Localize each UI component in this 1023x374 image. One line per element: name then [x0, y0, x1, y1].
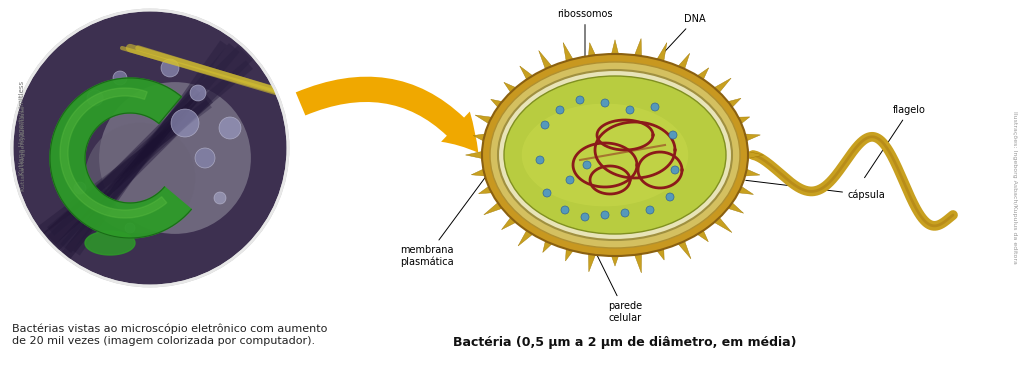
- FancyArrowPatch shape: [296, 77, 479, 153]
- Polygon shape: [715, 217, 731, 233]
- Circle shape: [87, 90, 103, 106]
- Polygon shape: [563, 43, 573, 61]
- Circle shape: [536, 156, 544, 164]
- Text: Bactérias vistas ao microscópio eletrônico com aumento
de 20 mil vezes (imagem c: Bactérias vistas ao microscópio eletrôni…: [12, 324, 327, 346]
- Circle shape: [541, 121, 549, 129]
- Text: Kutiana Haggerty/Limitless: Kutiana Haggerty/Limitless: [21, 105, 27, 191]
- Text: Kutiana Haggerty/Limitless: Kutiana Haggerty/Limitless: [19, 81, 25, 175]
- Polygon shape: [520, 66, 532, 80]
- Circle shape: [74, 182, 86, 194]
- Polygon shape: [479, 186, 491, 194]
- Polygon shape: [634, 39, 641, 56]
- Circle shape: [583, 161, 591, 169]
- Polygon shape: [504, 82, 516, 93]
- Circle shape: [651, 103, 659, 111]
- Circle shape: [601, 211, 609, 219]
- Polygon shape: [539, 50, 551, 69]
- Text: cápsula: cápsula: [746, 180, 886, 200]
- Polygon shape: [678, 241, 691, 259]
- Polygon shape: [746, 169, 760, 176]
- Polygon shape: [465, 151, 482, 159]
- Circle shape: [125, 223, 135, 233]
- Circle shape: [195, 148, 215, 168]
- Circle shape: [626, 106, 634, 114]
- Polygon shape: [491, 99, 501, 108]
- Text: Ilustrações: Ingeborg Asbach/Kupulus da editora: Ilustrações: Ingeborg Asbach/Kupulus da …: [1013, 111, 1018, 263]
- Text: flagelo: flagelo: [864, 105, 926, 178]
- Polygon shape: [728, 98, 741, 108]
- Text: ribossomos: ribossomos: [558, 9, 613, 56]
- Circle shape: [214, 192, 226, 204]
- Circle shape: [581, 213, 589, 221]
- Circle shape: [555, 106, 564, 114]
- Polygon shape: [543, 241, 551, 252]
- Text: DNA: DNA: [657, 14, 706, 60]
- Polygon shape: [484, 202, 501, 215]
- Polygon shape: [748, 151, 763, 159]
- Polygon shape: [612, 256, 619, 266]
- Polygon shape: [518, 230, 532, 246]
- Polygon shape: [60, 88, 167, 218]
- Circle shape: [621, 209, 629, 217]
- Circle shape: [171, 109, 199, 137]
- Polygon shape: [698, 68, 709, 80]
- Polygon shape: [50, 78, 191, 238]
- Text: Bactéria (0,5 μm a 2 μm de diâmetro, em média): Bactéria (0,5 μm a 2 μm de diâmetro, em …: [453, 336, 797, 349]
- Polygon shape: [85, 231, 135, 255]
- Ellipse shape: [490, 62, 740, 248]
- Ellipse shape: [482, 54, 748, 256]
- Circle shape: [219, 117, 241, 139]
- Polygon shape: [472, 169, 485, 176]
- Circle shape: [113, 71, 127, 85]
- Polygon shape: [728, 202, 744, 213]
- Polygon shape: [698, 230, 708, 242]
- Circle shape: [671, 166, 679, 174]
- Polygon shape: [739, 186, 754, 194]
- Circle shape: [190, 85, 206, 101]
- Circle shape: [561, 206, 569, 214]
- Polygon shape: [475, 115, 491, 124]
- Circle shape: [99, 82, 251, 234]
- Polygon shape: [566, 249, 573, 261]
- Circle shape: [161, 59, 179, 77]
- Polygon shape: [657, 249, 664, 260]
- Text: parede
celular: parede celular: [596, 254, 642, 323]
- Polygon shape: [715, 78, 731, 93]
- Circle shape: [543, 189, 551, 197]
- Polygon shape: [612, 40, 619, 54]
- Polygon shape: [588, 43, 595, 56]
- Ellipse shape: [504, 76, 726, 234]
- Polygon shape: [739, 117, 750, 124]
- Polygon shape: [657, 43, 667, 61]
- Circle shape: [669, 131, 677, 139]
- Polygon shape: [588, 254, 595, 272]
- Polygon shape: [746, 134, 760, 141]
- Polygon shape: [474, 134, 485, 141]
- Ellipse shape: [498, 70, 732, 240]
- Ellipse shape: [522, 104, 688, 206]
- Circle shape: [601, 99, 609, 107]
- Text: membrana
plasmática: membrana plasmática: [400, 177, 485, 267]
- Circle shape: [646, 206, 654, 214]
- Polygon shape: [678, 53, 690, 69]
- Polygon shape: [501, 217, 516, 230]
- Circle shape: [576, 96, 584, 104]
- Circle shape: [666, 193, 674, 201]
- Circle shape: [566, 176, 574, 184]
- Circle shape: [12, 10, 288, 286]
- Circle shape: [85, 123, 195, 233]
- Polygon shape: [634, 254, 641, 273]
